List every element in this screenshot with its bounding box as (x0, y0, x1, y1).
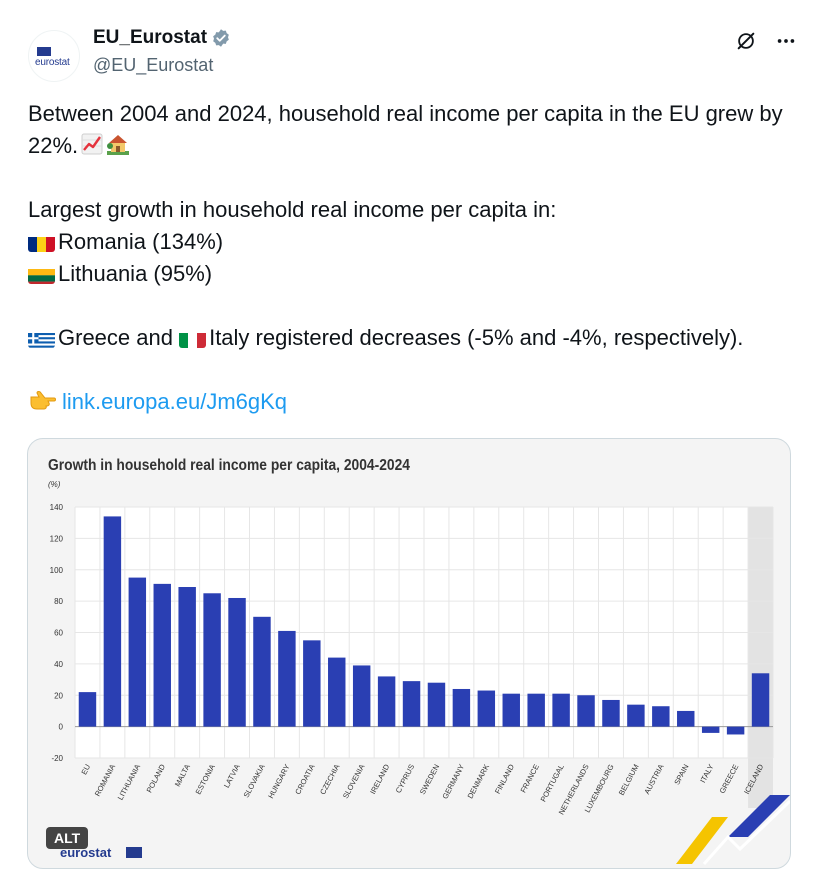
x-tick-label: CROATIA (293, 763, 316, 796)
chart-title: Growth in household real income per capi… (48, 457, 410, 474)
bar-luxembourg (602, 699, 620, 727)
bar-spain (677, 710, 695, 727)
y-tick-label: 80 (54, 597, 63, 606)
alt-text-badge[interactable]: ALT (46, 827, 89, 849)
y-tick-label: 60 (54, 629, 63, 638)
x-tick-label: HUNGARY (266, 763, 291, 800)
bar-cyprus (402, 681, 421, 727)
x-tick-label: LITHUANIA (116, 763, 142, 802)
x-tick-label: LATVIA (222, 763, 242, 790)
x-tick-label: FINLAND (493, 762, 516, 795)
bar-iceland (751, 673, 770, 727)
highlight-band (748, 507, 773, 808)
grok-icon[interactable] (735, 30, 757, 52)
x-tick-label: SPAIN (672, 763, 690, 787)
bar-latvia (228, 597, 246, 727)
author-name-row: EU_Eurostat (93, 27, 231, 49)
x-tick-label: SLOVENIA (341, 763, 367, 800)
bar-czechia (328, 657, 346, 727)
media-card[interactable]: Growth in household real income per capi… (27, 438, 791, 869)
bar-malta (178, 587, 196, 727)
bar-belgium (627, 704, 645, 727)
x-tick-label: MALTA (173, 763, 192, 788)
chart-increasing-icon (81, 133, 103, 155)
eu-flag-icon (37, 47, 51, 56)
eurostat-logo-flag-icon (126, 847, 142, 858)
eurostat-decoration (676, 795, 790, 865)
bar-slovakia (253, 616, 271, 727)
x-tick-label: SWEDEN (418, 763, 441, 796)
verified-badge-icon (213, 29, 229, 47)
tweet-text: Between 2004 and 2024, household real in… (28, 98, 798, 418)
x-tick-label: GREECE (718, 763, 741, 795)
x-tick-label: PORTUGAL (539, 763, 566, 804)
bar-slovenia (352, 665, 371, 727)
y-tick-label: -20 (51, 754, 63, 763)
bar-croatia (303, 640, 321, 727)
x-tick-label: AUSTRIA (642, 763, 665, 796)
bar-lithuania (128, 577, 147, 727)
italy-flag-icon (179, 329, 207, 348)
bar-sweden (427, 682, 446, 727)
tweet-line-greece: Greece and (58, 325, 180, 350)
bar-eu (78, 692, 97, 727)
header-actions (735, 30, 797, 52)
x-tick-label: IRELAND (368, 762, 391, 795)
y-tick-label: 140 (50, 503, 64, 512)
bar-germany (452, 688, 471, 727)
x-tick-label: SLOVAKIA (242, 763, 267, 799)
tweet-line-romania: Romania (134%) (58, 229, 224, 254)
bar-estonia (203, 593, 221, 727)
tweet-link[interactable]: link.europa.eu/Jm6gKq (62, 389, 288, 414)
house-with-garden-icon (107, 135, 130, 155)
x-tick-label: DENMARK (466, 763, 492, 800)
author-handle[interactable]: @EU_Eurostat (93, 55, 214, 75)
bar-italy (701, 726, 720, 733)
x-tick-label: ESTONIA (194, 763, 217, 796)
bar-austria (652, 706, 670, 727)
romania-flag-icon (28, 233, 55, 252)
bar-netherlands (577, 695, 595, 727)
x-tick-label: BELGIUM (617, 763, 641, 797)
display-name[interactable]: EU_Eurostat (93, 27, 208, 48)
y-tick-label: 120 (50, 534, 64, 543)
backhand-index-pointing-right-icon (30, 391, 56, 410)
x-tick-label: ITALY (698, 763, 715, 785)
tweet-line-lithuania: Lithuania (95%) (58, 261, 213, 286)
y-tick-label: 100 (50, 566, 64, 575)
x-tick-label: GERMANY (440, 763, 466, 801)
bar-ireland (377, 676, 396, 727)
y-tick-label: 20 (54, 691, 63, 700)
tweet-line-italy: Italy registered decreases (-5% and -4%,… (209, 325, 744, 350)
x-tick-label: CYPRUS (394, 763, 417, 795)
bar-portugal (552, 693, 570, 727)
more-options-icon[interactable] (775, 30, 797, 52)
x-tick-label: FRANCE (519, 763, 541, 794)
tweet-line-growth: Between 2004 and 2024, household real in… (28, 101, 783, 158)
greece-flag-icon (28, 329, 55, 348)
bar-denmark (477, 690, 496, 727)
bar-poland (153, 583, 171, 727)
x-tick-label: POLAND (145, 762, 168, 794)
chart-y-label: (%) (48, 480, 61, 489)
bar-france (527, 693, 545, 727)
avatar-logo-text: eurostat (35, 57, 70, 68)
tweet-line-largest: Largest growth in household real income … (28, 197, 557, 222)
bar-finland (502, 693, 520, 727)
y-tick-label: 0 (59, 723, 64, 732)
bar-greece (726, 726, 745, 735)
y-tick-label: 40 (54, 660, 63, 669)
bar-hungary (278, 630, 296, 727)
x-tick-label: ROMANIA (93, 763, 117, 798)
lithuania-flag-icon (28, 265, 55, 284)
x-tick-label: CZECHIA (318, 763, 341, 796)
x-tick-label: EU (79, 763, 92, 776)
avatar[interactable]: eurostat (28, 30, 80, 82)
bar-chart: Growth in household real income per capi… (48, 457, 790, 865)
bar-romania (103, 516, 122, 727)
